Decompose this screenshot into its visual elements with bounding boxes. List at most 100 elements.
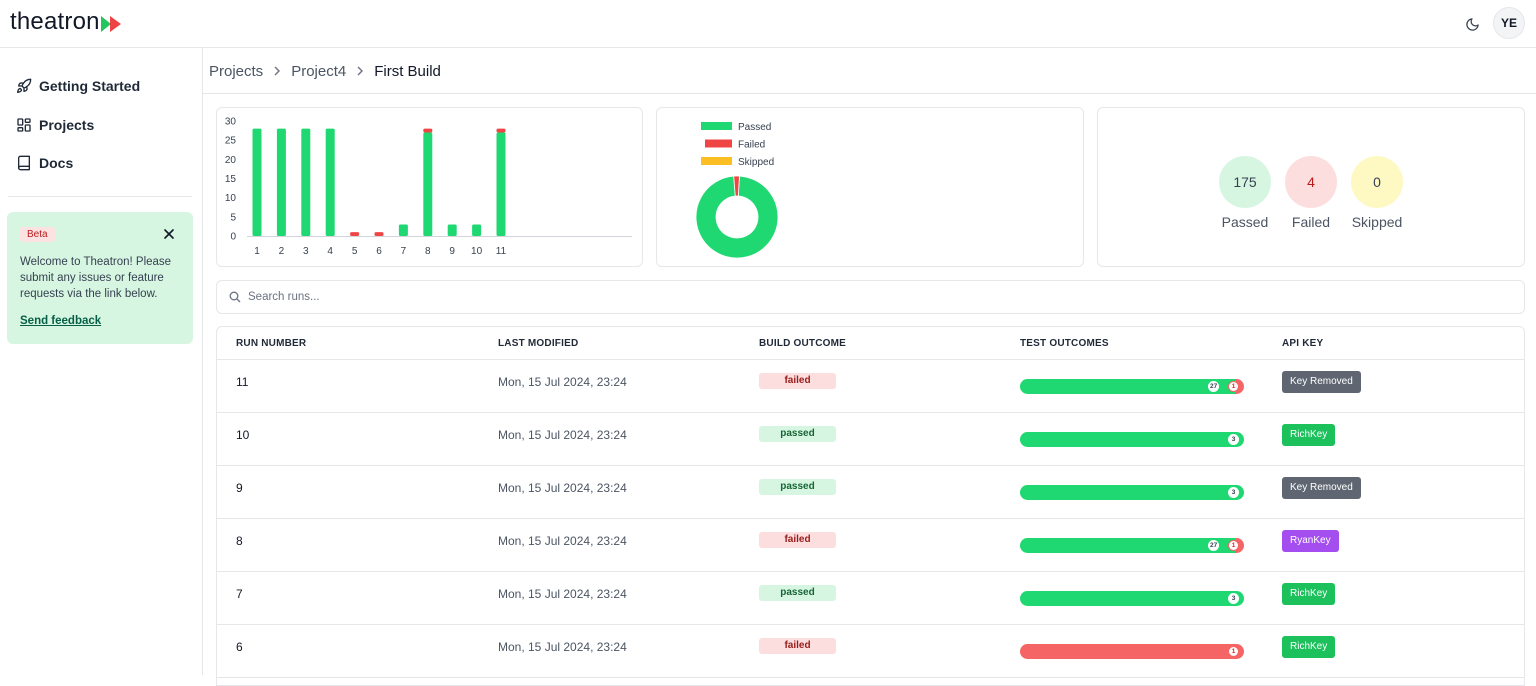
stat-label: Passed xyxy=(1221,214,1269,230)
api-key-badge[interactable]: RichKey xyxy=(1282,583,1336,605)
last-modified: Mon, 15 Jul 2024, 23:24 xyxy=(498,481,627,495)
failed-segment xyxy=(1236,538,1244,553)
table-header: RUN NUMBER LAST MODIFIED BUILD OUTCOME T… xyxy=(217,327,1524,360)
search-bar xyxy=(216,280,1525,314)
x-tick-label: 1 xyxy=(254,246,260,257)
failed-segment xyxy=(1020,644,1244,659)
moon-icon xyxy=(1465,17,1479,31)
x-tick-label: 11 xyxy=(496,246,507,257)
sidebar-item-label: Docs xyxy=(39,155,74,171)
legend-label: Passed xyxy=(738,122,771,133)
search-icon xyxy=(229,291,241,303)
bar-passed xyxy=(447,224,457,236)
table-row[interactable]: 9 Mon, 15 Jul 2024, 23:24 passed 3 Key Remov… xyxy=(217,466,1524,519)
build-outcome-badge: passed xyxy=(759,479,836,495)
chevron-right-icon xyxy=(346,66,374,76)
search-input[interactable] xyxy=(248,287,1508,307)
passed-count: 27 xyxy=(1208,540,1220,551)
app-name: theatron xyxy=(10,8,100,35)
api-key-badge[interactable]: Key Removed xyxy=(1282,477,1361,499)
legend-label: Skipped xyxy=(738,157,774,168)
build-outcome-badge: failed xyxy=(759,638,836,654)
column-header-test-outcomes: TEST OUTCOMES xyxy=(1020,338,1109,349)
api-key-badge[interactable]: RyanKey xyxy=(1282,530,1339,552)
stat-skipped: 0 Skipped xyxy=(1350,156,1404,230)
legend-swatch xyxy=(701,157,732,165)
test-outcomes-bar xyxy=(1020,432,1244,447)
legend-swatch xyxy=(701,122,732,130)
failed-count: 1 xyxy=(1228,540,1239,551)
runs-bar-chart: 0 5 10 15 20 25 30 1 2 3 4 5 6 7 8 9 10 11 xyxy=(225,117,632,257)
passed-count: 27 xyxy=(1208,381,1220,392)
breadcrumb: Projects Project4 First Build xyxy=(209,61,441,81)
beta-message: Welcome to Theatron! Please submit any i… xyxy=(20,256,172,300)
stat-failed: 4 Failed xyxy=(1284,156,1338,230)
stat-value: 175 xyxy=(1219,156,1271,208)
run-number: 7 xyxy=(236,587,243,601)
column-header-run-number: RUN NUMBER xyxy=(236,338,307,349)
stat-label: Failed xyxy=(1291,214,1331,230)
theme-toggle-button[interactable] xyxy=(1460,12,1484,36)
passed-segment xyxy=(1020,538,1236,553)
bar-passed xyxy=(325,128,335,236)
top-header: theatron YE xyxy=(0,0,1536,48)
test-outcomes-bar xyxy=(1020,644,1244,659)
bar-failed xyxy=(374,232,384,236)
run-number: 9 xyxy=(236,481,243,495)
y-tick-label: 10 xyxy=(225,193,237,204)
api-key-badge[interactable]: RichKey xyxy=(1282,636,1336,658)
table-row[interactable]: 10 Mon, 15 Jul 2024, 23:24 passed 3 RichKey xyxy=(217,413,1524,466)
logo-play-icon xyxy=(100,15,121,32)
failed-count: 1 xyxy=(1228,381,1239,392)
column-header-last-modified: LAST MODIFIED xyxy=(498,338,579,349)
table-row[interactable]: 11 Mon, 15 Jul 2024, 23:24 failed 1 27 Key Re… xyxy=(217,360,1524,413)
table-row[interactable]: 7 Mon, 15 Jul 2024, 23:24 passed 3 RichKey xyxy=(217,572,1524,625)
x-tick-label: 8 xyxy=(425,246,431,257)
x-tick-label: 5 xyxy=(352,246,358,257)
bar-passed xyxy=(252,128,262,236)
stat-passed: 175 Passed xyxy=(1218,156,1272,230)
table-row[interactable]: 8 Mon, 15 Jul 2024, 23:24 failed 1 27 RyanKey xyxy=(217,519,1524,572)
breadcrumb-projects[interactable]: Projects xyxy=(209,62,264,80)
bar-passed xyxy=(472,224,482,236)
sidebar: Getting Started Projects Docs Beta xyxy=(0,48,203,675)
y-tick-label: 0 xyxy=(230,232,236,243)
api-key-badge[interactable]: Key Removed xyxy=(1282,371,1361,393)
y-tick-label: 5 xyxy=(230,212,236,223)
x-tick-label: 4 xyxy=(327,246,333,257)
run-number: 8 xyxy=(236,534,243,548)
last-modified: Mon, 15 Jul 2024, 23:24 xyxy=(498,640,627,654)
sidebar-item-getting-started[interactable]: Getting Started xyxy=(15,74,140,98)
breadcrumb-project[interactable]: Project4 xyxy=(291,62,347,80)
theatron-logo[interactable]: theatron xyxy=(10,8,123,36)
bar-passed xyxy=(301,128,311,236)
passed-segment xyxy=(1020,591,1244,606)
outcomes-donut-card: Passed Failed Skipped xyxy=(656,107,1084,267)
last-modified: Mon, 15 Jul 2024, 23:24 xyxy=(498,534,627,548)
failed-segment xyxy=(1236,379,1244,394)
send-feedback-link[interactable]: Send feedback xyxy=(20,315,102,327)
stat-value: 0 xyxy=(1351,156,1403,208)
y-tick-label: 25 xyxy=(225,136,237,147)
column-header-api-key: API KEY xyxy=(1282,338,1324,349)
runs-bar-chart-card: 0 5 10 15 20 25 30 1 2 3 4 5 6 7 8 9 10 11 xyxy=(216,107,643,267)
test-outcomes-bar xyxy=(1020,538,1244,553)
user-avatar[interactable]: YE xyxy=(1493,7,1525,39)
close-icon[interactable] xyxy=(163,228,175,240)
last-modified: Mon, 15 Jul 2024, 23:24 xyxy=(498,428,627,442)
table-row[interactable]: 6 Mon, 15 Jul 2024, 23:24 failed 1 RichKey xyxy=(217,625,1524,678)
grid-icon xyxy=(15,116,33,134)
sidebar-item-projects[interactable]: Projects xyxy=(15,113,94,137)
api-key-badge[interactable]: RichKey xyxy=(1282,424,1336,446)
stat-label: Skipped xyxy=(1351,214,1403,230)
bar-failed xyxy=(423,128,433,133)
sidebar-item-docs[interactable]: Docs xyxy=(15,151,73,175)
build-outcome-badge: passed xyxy=(759,585,836,601)
bar-failed xyxy=(496,128,506,133)
last-modified: Mon, 15 Jul 2024, 23:24 xyxy=(498,375,627,389)
avatar-initials: YE xyxy=(1500,16,1517,30)
test-outcomes-bar xyxy=(1020,485,1244,500)
passed-segment xyxy=(1020,485,1244,500)
x-tick-label: 7 xyxy=(401,246,407,257)
bar-passed xyxy=(398,224,408,236)
